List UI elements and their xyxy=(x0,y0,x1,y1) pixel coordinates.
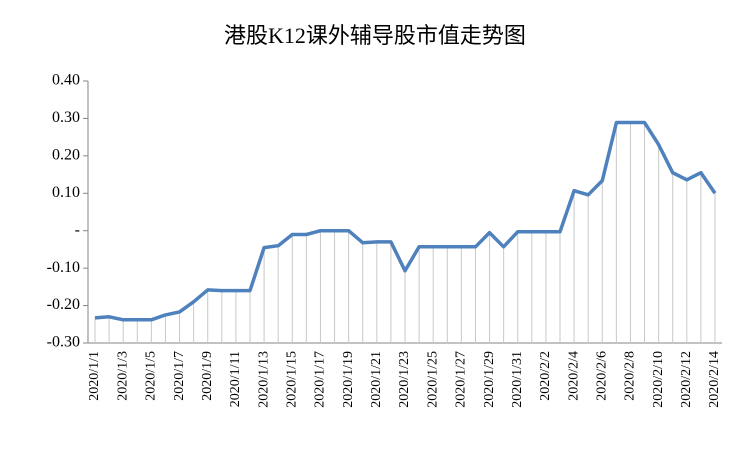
chart-title: 港股K12课外辅导股市值走势图 xyxy=(224,23,526,48)
x-tick-label: 2020/1/5 xyxy=(144,351,159,401)
x-tick-label: 2020/1/9 xyxy=(200,351,215,401)
x-tick-label: 2020/1/27 xyxy=(454,351,469,408)
x-tick-label: 2020/1/31 xyxy=(510,351,525,408)
y-tick-label: - xyxy=(75,221,80,238)
y-tick-label: 0.20 xyxy=(52,147,80,164)
x-tick-label: 2020/2/10 xyxy=(651,351,666,408)
x-tick-label: 2020/1/15 xyxy=(284,351,299,408)
y-tick-label: -0.20 xyxy=(47,296,80,313)
x-tick-label: 2020/1/25 xyxy=(425,351,440,408)
x-tick-label: 2020/2/14 xyxy=(707,351,722,408)
y-tick-label: 0.40 xyxy=(52,72,80,89)
x-tick-label: 2020/1/19 xyxy=(341,351,356,408)
x-tick-label: 2020/1/13 xyxy=(256,351,271,408)
y-tick-label: 0.10 xyxy=(52,184,80,201)
x-tick-label: 2020/2/6 xyxy=(594,351,609,401)
x-tick-label: 2020/2/12 xyxy=(679,351,694,408)
x-tick-label: 2020/1/3 xyxy=(115,351,130,401)
x-tick-label: 2020/1/29 xyxy=(482,351,497,408)
y-tick-label: -0.30 xyxy=(47,334,80,351)
series-line xyxy=(94,120,717,322)
x-tick-label: 2020/2/2 xyxy=(538,351,553,401)
x-tick-label: 2020/1/21 xyxy=(369,351,384,408)
x-tick-label: 2020/1/1 xyxy=(87,351,102,401)
x-tick-label: 2020/1/7 xyxy=(172,351,187,401)
x-tick-label: 2020/2/4 xyxy=(566,351,581,401)
x-tick-label: 2020/2/8 xyxy=(623,351,638,401)
x-tick-label: 2020/1/17 xyxy=(313,351,328,408)
x-tick-label: 2020/1/23 xyxy=(397,351,412,408)
y-tick-label: -0.10 xyxy=(47,259,80,276)
y-tick-label: 0.30 xyxy=(52,109,80,126)
x-tick-label: 2020/1/11 xyxy=(228,351,243,407)
